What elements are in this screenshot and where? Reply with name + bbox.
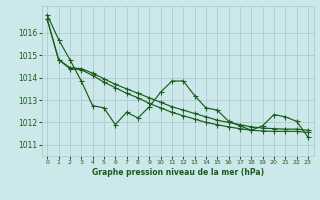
- X-axis label: Graphe pression niveau de la mer (hPa): Graphe pression niveau de la mer (hPa): [92, 168, 264, 177]
